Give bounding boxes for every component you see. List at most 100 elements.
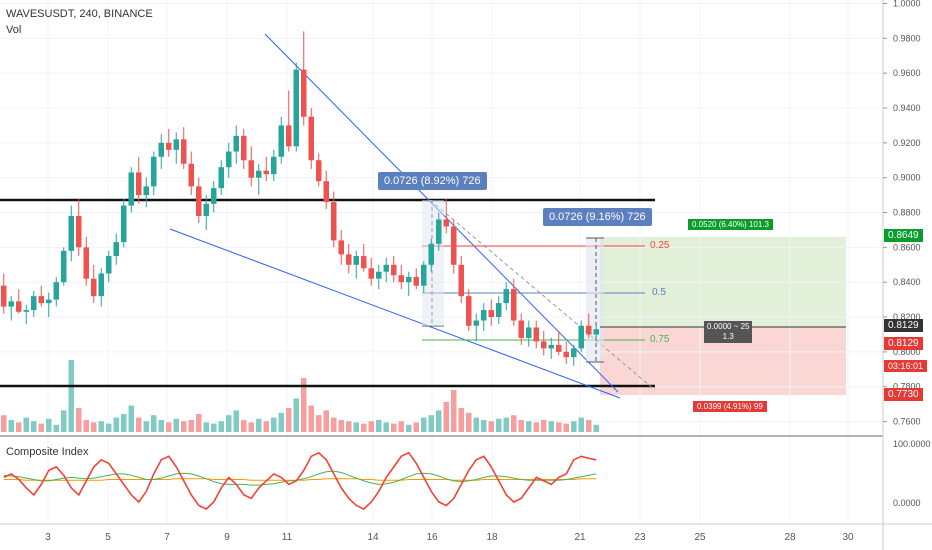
volume-bar [286, 408, 292, 432]
x-tick-label: 28 [784, 532, 796, 543]
volume-bar [503, 417, 509, 432]
volume-bar [548, 421, 554, 432]
volume-bar [188, 420, 194, 432]
candle-body [496, 303, 502, 318]
candle-body [23, 310, 29, 312]
volume-bar [143, 421, 149, 432]
volume-bar [571, 421, 577, 432]
candle-body [548, 344, 554, 349]
candle-body [488, 310, 494, 318]
indicator-tick-label: 0.0000 [893, 498, 921, 508]
volume-bar [458, 408, 464, 432]
volume-bar [428, 415, 434, 432]
candle-body [316, 160, 322, 182]
indicator-label[interactable]: Composite Index [6, 446, 89, 458]
candle-body [428, 243, 434, 265]
candle-body [556, 344, 562, 352]
candle-body [121, 205, 127, 243]
y-tick-label: 1.0000 [893, 0, 921, 8]
volume-bar [368, 421, 374, 432]
volume-bar [113, 417, 119, 432]
indicator-green-line [3, 470, 597, 486]
candle-body [1, 285, 7, 307]
candle-body [166, 142, 172, 150]
volume-bar [376, 420, 382, 432]
volume-bar [226, 415, 232, 432]
volume-bar [481, 420, 487, 432]
volume-bar [518, 420, 524, 432]
volume-bar [241, 420, 247, 432]
candle-body [323, 181, 329, 203]
profit-label: 0.0520 (6.40%) 101.3 [688, 219, 773, 230]
x-tick-label: 7 [164, 532, 170, 543]
volume-bar [398, 421, 404, 432]
volume-bar [16, 422, 22, 432]
volume-bar [248, 422, 254, 432]
volume-bar [211, 423, 217, 432]
stop-price-tag: 0.7730 [884, 388, 923, 401]
candle-body [563, 351, 569, 358]
x-tick-label: 18 [486, 532, 498, 543]
volume-bar [436, 410, 442, 432]
x-tick-label: 5 [105, 532, 111, 543]
fib-05-label: 0.5 [652, 287, 666, 298]
volume-bar [218, 421, 224, 432]
x-tick-label: 21 [574, 532, 586, 543]
fib-075-label: 0.75 [650, 334, 670, 345]
candle-body [211, 188, 217, 204]
volume-bar [53, 424, 59, 432]
candle-body [353, 256, 359, 265]
volume-bar [308, 405, 314, 432]
volume-bar [466, 412, 472, 432]
x-tick-label: 30 [842, 532, 854, 543]
candle-body [376, 271, 382, 279]
volume-bar [361, 423, 367, 432]
candle-body [233, 135, 239, 152]
candle-body [61, 250, 67, 283]
volume-bar [91, 422, 97, 432]
volume-bar [293, 398, 299, 432]
candle-body [76, 216, 82, 248]
x-tick-label: 23 [634, 532, 646, 543]
y-tick-label: 0.7600 [893, 417, 921, 427]
candle-body [413, 276, 419, 286]
volume-bar [443, 402, 449, 432]
candle-body [256, 170, 262, 178]
volume-bar [338, 420, 344, 432]
candle-body [473, 320, 479, 326]
x-tick-label: 25 [694, 532, 706, 543]
y-tick-label: 0.7800 [893, 382, 921, 392]
wedge-lower[interactable] [169, 228, 621, 399]
y-tick-label: 0.9400 [893, 103, 921, 113]
candle-body [226, 151, 232, 168]
current-price-tag: 0.8129 [884, 319, 923, 332]
volume-bar [331, 417, 337, 432]
candle-body [16, 301, 22, 312]
candle-body [91, 278, 97, 297]
price-axis[interactable]: 1.0000 0.9800 0.9600 0.9400 0.9200 0.9000 0.88… [883, 0, 921, 427]
time-axis[interactable]: 3 5 7 9 11 14 16 18 21 23 25 28 30 [45, 532, 854, 543]
candle-body [406, 276, 412, 283]
candle-body [466, 296, 472, 326]
volume-bar [406, 424, 412, 432]
x-tick-label: 3 [45, 532, 51, 543]
volume-bar [451, 390, 457, 432]
y-tick-label: 0.8200 [893, 312, 921, 322]
x-tick-label: 14 [367, 532, 379, 543]
y-tick-label: 0.8600 [893, 242, 921, 252]
indicator-tick-label: 100.0000 [893, 439, 931, 449]
volume-label[interactable]: Vol [6, 24, 22, 36]
candle-body [451, 226, 457, 265]
symbol-title[interactable]: WAVESUSDT, 240, BINANCE [6, 8, 153, 20]
measure-2-area [586, 238, 604, 362]
candle-body [196, 186, 202, 216]
volume-bar [38, 423, 44, 432]
volume-bar [526, 421, 532, 432]
candle-body [383, 264, 389, 272]
candle-body [331, 202, 337, 241]
volume-bar [23, 417, 29, 432]
candle-body [53, 282, 59, 300]
candle-body [391, 264, 397, 276]
volume-bar [563, 423, 569, 432]
